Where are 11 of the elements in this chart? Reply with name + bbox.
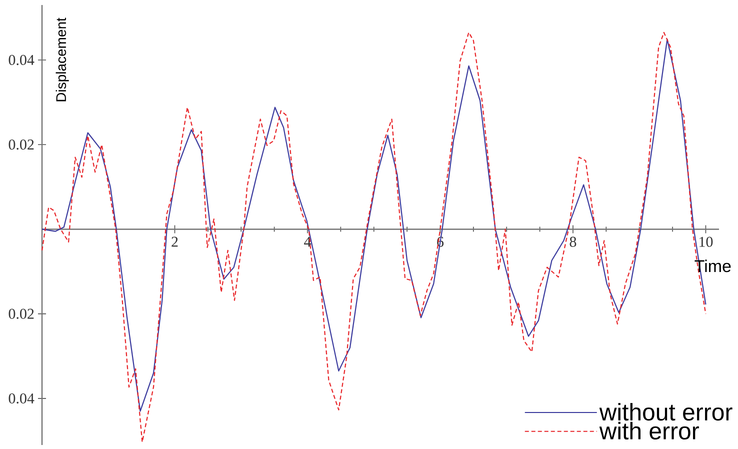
x-tick-label: 4 [304, 236, 312, 247]
y-axis-title: Displacement [56, 18, 69, 102]
legend-label: without error [599, 403, 732, 421]
x-tick-label: 2 [172, 236, 178, 247]
x-tick-label: 8 [570, 236, 576, 247]
y-tick-label: 0.02 [8, 140, 34, 150]
x-tick-label: 10 [700, 236, 713, 247]
legend-label: with error [599, 422, 699, 440]
y-tick-label: 0.04 [8, 393, 34, 404]
y-tick-label: 0.04 [8, 54, 34, 66]
y-tick-label: 0.02 [8, 308, 34, 319]
